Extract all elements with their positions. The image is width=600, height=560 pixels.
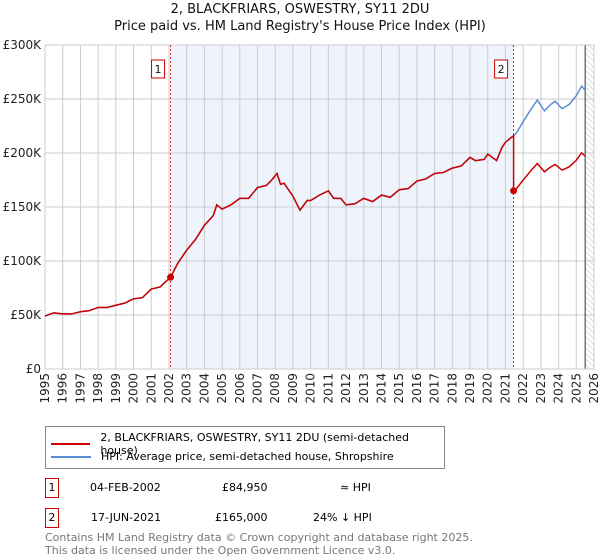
chart-subtitle: Price paid vs. HM Land Registry's House … [114, 19, 486, 34]
sale-date: 04-FEB-2002 [90, 481, 161, 494]
x-tick-label: 1998 [91, 373, 105, 404]
sale-marker-label: 2 [45, 508, 59, 528]
sale-marker-label: 2 [498, 63, 505, 76]
x-tick-label: 2025 [569, 373, 583, 404]
y-tick-label: £50K [10, 308, 42, 322]
x-tick-label: 2001 [144, 373, 158, 404]
sale-vs-hpi: ≈ HPI [340, 481, 371, 494]
x-tick-label: 2009 [286, 373, 300, 404]
property-line [44, 134, 586, 317]
x-tick-label: 2006 [233, 373, 247, 404]
x-tick-label: 1996 [56, 373, 70, 404]
x-tick-label: 2010 [304, 373, 318, 404]
x-tick-label: 2018 [445, 373, 459, 404]
y-tick-label: £150K [3, 200, 43, 214]
legend: 2, BLACKFRIARS, OSWESTRY, SY11 2DU (semi… [45, 426, 445, 469]
y-tick-label: £0 [26, 362, 41, 376]
x-tick-label: 2004 [197, 373, 211, 404]
x-tick-label: 2012 [339, 373, 353, 404]
x-tick-label: 2019 [463, 373, 477, 404]
sale-marker-label: 1 [45, 478, 59, 498]
legend-swatch-property [51, 443, 91, 445]
footer-licence: This data is licensed under the Open Gov… [45, 544, 396, 557]
x-tick-label: 1995 [38, 373, 52, 404]
y-tick-label: £200K [3, 146, 43, 160]
x-tick-label: 2015 [392, 373, 406, 404]
x-tick-label: 2014 [374, 373, 388, 404]
plot-frame [44, 44, 595, 370]
x-tick-label: 1997 [73, 373, 87, 404]
sale-point [167, 273, 175, 281]
x-tick-label: 2013 [357, 373, 371, 404]
sale-point [510, 187, 518, 195]
x-tick-label: 2005 [215, 373, 229, 404]
footer-copyright: Contains HM Land Registry data © Crown c… [45, 531, 473, 544]
x-tick-label: 2022 [516, 373, 530, 404]
legend-hpi: HPI: Average price, semi-detached house,… [101, 450, 394, 463]
x-tick-label: 2007 [251, 373, 265, 404]
sale-price: £84,950 [222, 481, 268, 494]
x-tick-label: 2008 [268, 373, 282, 404]
x-tick-label: 2023 [534, 373, 548, 404]
x-tick-label: 1999 [109, 373, 123, 404]
x-tick-label: 2011 [321, 373, 335, 404]
x-tick-label: 2024 [552, 373, 566, 404]
x-tick-label: 2003 [180, 373, 194, 404]
sale-price: £165,000 [215, 511, 268, 524]
x-tick-label: 2016 [410, 373, 424, 404]
sale-date: 17-JUN-2021 [91, 511, 162, 524]
x-tick-label: 2020 [481, 373, 495, 404]
chart-title: 2, BLACKFRIARS, OSWESTRY, SY11 2DU [170, 2, 430, 17]
y-tick-label: £300K [3, 38, 43, 52]
legend-property: 2, BLACKFRIARS, OSWESTRY, SY11 2DU (semi… [100, 431, 409, 457]
y-tick-label: £250K [3, 92, 43, 106]
sale-marker-box [151, 59, 166, 79]
sale-marker-label: 1 [155, 63, 162, 76]
x-tick-label: 2002 [162, 373, 176, 404]
chart: 1995 1996 1997 1998 1999 2000 2001 2002 2003 2004… [3, 38, 600, 404]
sale-vs-hpi: 24% ↓ HPI [313, 511, 372, 524]
legend-swatch-hpi [51, 455, 91, 458]
x-tick-label: 2017 [428, 373, 442, 404]
sale-marker-box [494, 59, 509, 79]
x-tick-label: 2026 [587, 373, 600, 404]
x-tick-label: 2021 [498, 373, 512, 404]
y-tick-label: £100K [3, 254, 43, 268]
x-tick-label: 2000 [127, 373, 141, 404]
